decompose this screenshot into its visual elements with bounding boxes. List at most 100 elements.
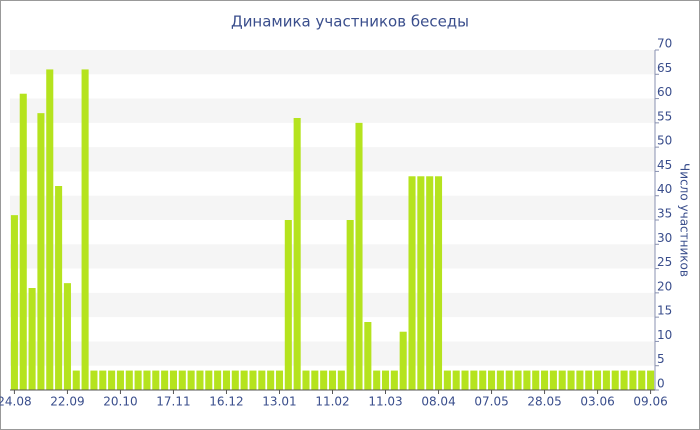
bar [10, 215, 18, 390]
bar [108, 370, 116, 390]
bar [417, 176, 425, 390]
bar [328, 370, 337, 390]
bar [443, 370, 451, 390]
bar [381, 370, 390, 390]
x-tick-label: 20.10 [103, 395, 137, 409]
bar [161, 370, 169, 390]
bar [214, 370, 222, 390]
bar [408, 176, 416, 390]
bar [541, 370, 549, 390]
bar [558, 370, 566, 390]
y-tick-label: 50 [657, 134, 672, 148]
y-axis-label: Число участников [678, 163, 692, 277]
bar [37, 113, 45, 391]
bar [258, 370, 266, 390]
bar [302, 370, 310, 390]
y-tick-label: 45 [657, 158, 672, 172]
y-tick-label: 10 [657, 328, 672, 342]
y-tick-label: 65 [657, 61, 672, 75]
x-tick-label: 13.01 [262, 395, 296, 409]
bar [337, 370, 345, 390]
bar [267, 370, 275, 390]
bar [125, 370, 133, 390]
bar [178, 370, 186, 390]
y-tick-label: 55 [657, 109, 672, 123]
bar [205, 370, 213, 390]
y-tick-label: 15 [657, 304, 672, 318]
bar [187, 370, 195, 390]
x-tick-label: 11.02 [315, 395, 349, 409]
bar [63, 283, 71, 390]
y-tick-label: 25 [657, 255, 672, 269]
bar [116, 370, 124, 390]
bar [426, 176, 434, 390]
y-tick-label: 30 [657, 231, 672, 245]
bar [81, 69, 89, 390]
bar [549, 370, 557, 390]
bar [470, 370, 478, 390]
bar [399, 331, 407, 390]
grid-band [10, 292, 655, 318]
bar [638, 370, 646, 390]
bar [222, 370, 231, 390]
bar [629, 370, 637, 390]
bar [152, 370, 160, 390]
grid-band [10, 98, 655, 123]
bar [275, 370, 284, 390]
bar [567, 370, 575, 390]
bar [576, 370, 584, 390]
bar [99, 370, 107, 390]
x-tick-label: 28.05 [527, 395, 561, 409]
x-tick-label: 07.05 [474, 395, 508, 409]
bar [602, 370, 610, 390]
grid-band [10, 341, 655, 366]
x-tick-label: 11.03 [368, 395, 402, 409]
bar [585, 370, 593, 390]
bar [19, 93, 27, 390]
bar [611, 370, 619, 390]
bar [355, 122, 363, 390]
x-tick-label: 09.06 [633, 395, 667, 409]
bar [284, 220, 292, 390]
bar [514, 370, 522, 390]
bar [647, 370, 655, 390]
grid-band [10, 50, 655, 75]
bar [28, 288, 36, 390]
bar [620, 370, 628, 390]
bar [134, 370, 142, 390]
x-tick-label: 16.12 [209, 395, 243, 409]
bar [46, 69, 54, 390]
bar [346, 220, 354, 390]
chart-title: Динамика участников беседы [231, 13, 469, 31]
x-tick-label: 17.11 [156, 395, 190, 409]
bar [231, 370, 239, 390]
bar [311, 370, 319, 390]
bar [72, 370, 80, 390]
x-tick-label: 24.08 [0, 395, 32, 409]
y-tick-label: 5 [657, 352, 665, 366]
y-tick-label: 70 [657, 37, 672, 51]
bar [249, 370, 257, 390]
grid-band [10, 147, 655, 172]
x-tick-label: 03.06 [580, 395, 614, 409]
bar [461, 370, 469, 390]
bar [293, 118, 301, 390]
bar [452, 370, 460, 390]
bar [488, 370, 496, 390]
bar [169, 370, 177, 390]
bar [55, 186, 63, 390]
bar [320, 370, 328, 390]
bar [364, 322, 372, 390]
bar [373, 370, 381, 390]
bar [496, 370, 504, 390]
bar [479, 370, 487, 390]
bar [505, 370, 513, 390]
bar [434, 176, 443, 390]
x-tick-label: 08.04 [421, 395, 455, 409]
y-tick-label: 0 [657, 377, 665, 391]
bar [594, 370, 602, 390]
y-tick-label: 20 [657, 279, 672, 293]
y-tick-label: 40 [657, 182, 672, 196]
